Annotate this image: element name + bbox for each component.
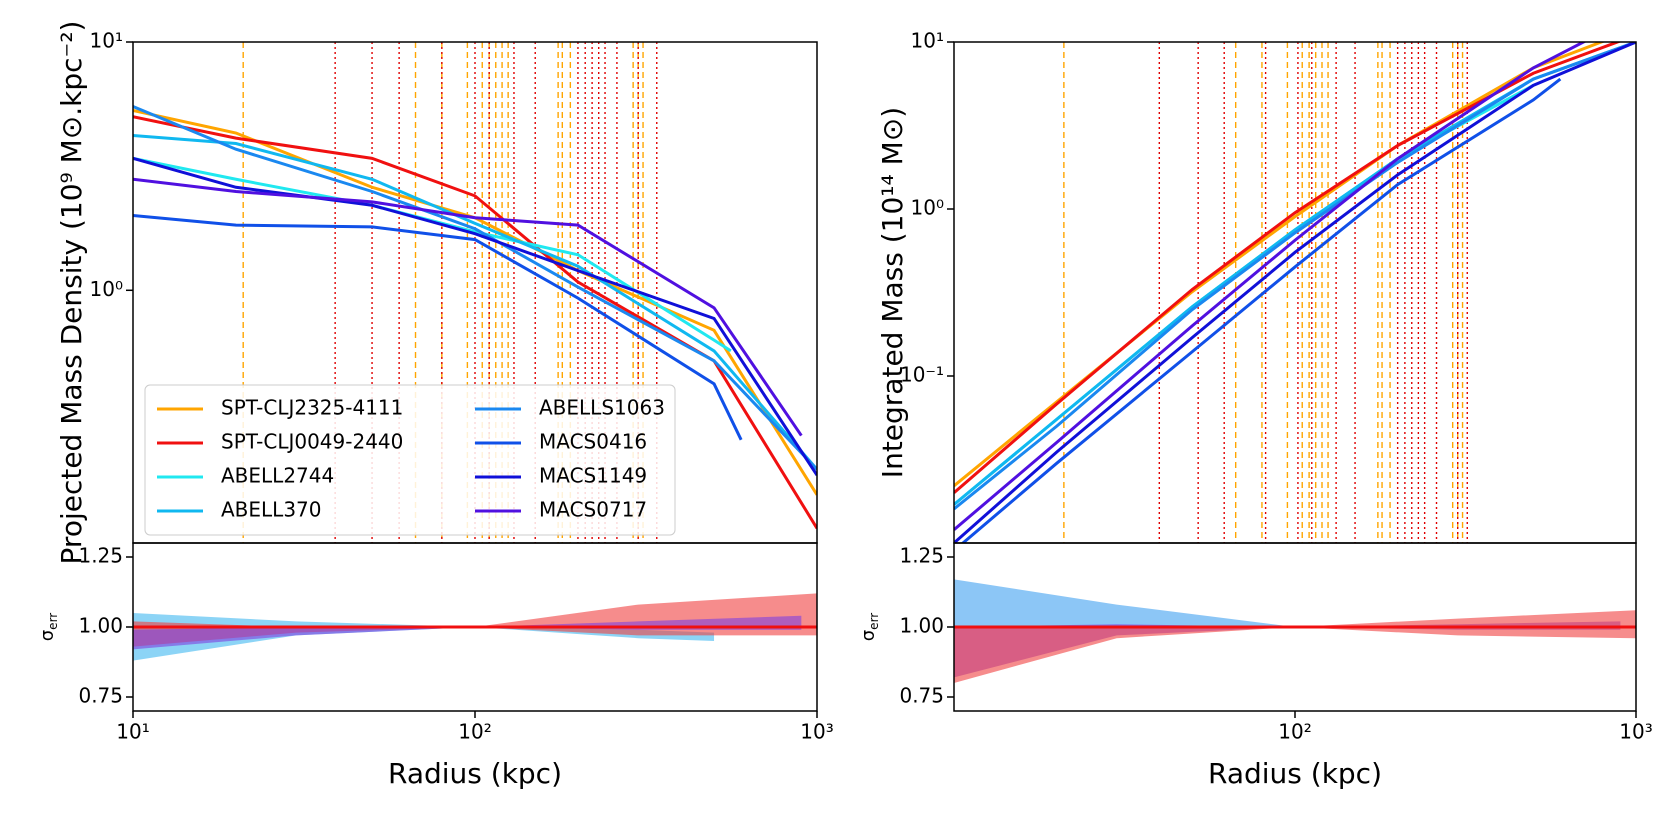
- axes-frame: [953, 41, 1637, 544]
- legend-label: MACS1149: [539, 464, 647, 488]
- series-line: [954, 42, 1636, 506]
- y-axis-label-symbol: σ: [37, 630, 58, 641]
- series-line: [133, 105, 817, 471]
- x-tick-label: 10²: [1278, 720, 1311, 744]
- y-tick-label: 10⁰: [911, 196, 944, 220]
- y-tick-label: 0.75: [899, 684, 944, 708]
- legend-box: [144, 384, 676, 536]
- plot-area: [133, 593, 817, 661]
- error-band: [954, 579, 1534, 633]
- x-tick-label: 10¹: [116, 720, 149, 744]
- series-line: [960, 77, 1562, 543]
- legend-label: ABELLS1063: [539, 396, 665, 420]
- y-tick-label: 10⁰: [90, 277, 123, 301]
- y-axis-label: Projected Mass Density (10⁹ M⊙.kpc⁻²): [55, 21, 88, 565]
- y-tick-label: 0.75: [78, 684, 123, 708]
- x-tick-label: 10³: [800, 720, 833, 744]
- x-axis-label: Radius (kpc): [1208, 757, 1382, 790]
- y-axis-label: σerr: [858, 613, 881, 642]
- series-line: [133, 134, 817, 471]
- plot-area: [954, 42, 1636, 543]
- series-line: [954, 42, 1636, 511]
- legend-label: ABELL370: [221, 498, 322, 522]
- series-line: [133, 177, 803, 437]
- y-tick-label: 1.00: [78, 614, 123, 638]
- y-axis-label-sub: err: [46, 613, 60, 630]
- y-tick-label: 1.25: [78, 544, 123, 568]
- y-axis-label-sub: err: [867, 613, 881, 630]
- y-axis-label: σerr: [37, 613, 60, 642]
- series-line: [954, 42, 1587, 531]
- y-tick-label: 1.25: [899, 544, 944, 568]
- legend-label: SPT-CLJ0049-2440: [221, 430, 403, 454]
- series-line: [133, 214, 743, 441]
- series-line: [954, 42, 1606, 487]
- y-tick-label: 10¹: [911, 29, 944, 53]
- y-tick-label: 1.00: [899, 614, 944, 638]
- error-band: [133, 613, 715, 661]
- series-line: [133, 156, 817, 477]
- series-line: [954, 42, 1636, 543]
- x-axis-label: Radius (kpc): [388, 757, 562, 790]
- series-line: [133, 156, 732, 353]
- y-axis-label: Integrated Mass (10¹⁴ M⊙): [876, 107, 909, 478]
- y-axis-label-symbol: σ: [858, 630, 879, 641]
- series-line: [954, 42, 1622, 494]
- legend-label: MACS0416: [539, 430, 647, 454]
- y-tick-label: 10⁻¹: [900, 363, 944, 387]
- error-band: [133, 615, 802, 650]
- x-tick-label: 10²: [458, 720, 491, 744]
- legend-label: SPT-CLJ2325-4111: [221, 396, 403, 420]
- legend-label: ABELL2744: [221, 464, 334, 488]
- y-tick-label: 10¹: [90, 29, 123, 53]
- plot-area: [133, 42, 817, 543]
- error-band: [133, 593, 817, 647]
- x-tick-label: 10³: [1619, 720, 1652, 744]
- plot-area: [954, 579, 1636, 683]
- legend-label: MACS0717: [539, 498, 647, 522]
